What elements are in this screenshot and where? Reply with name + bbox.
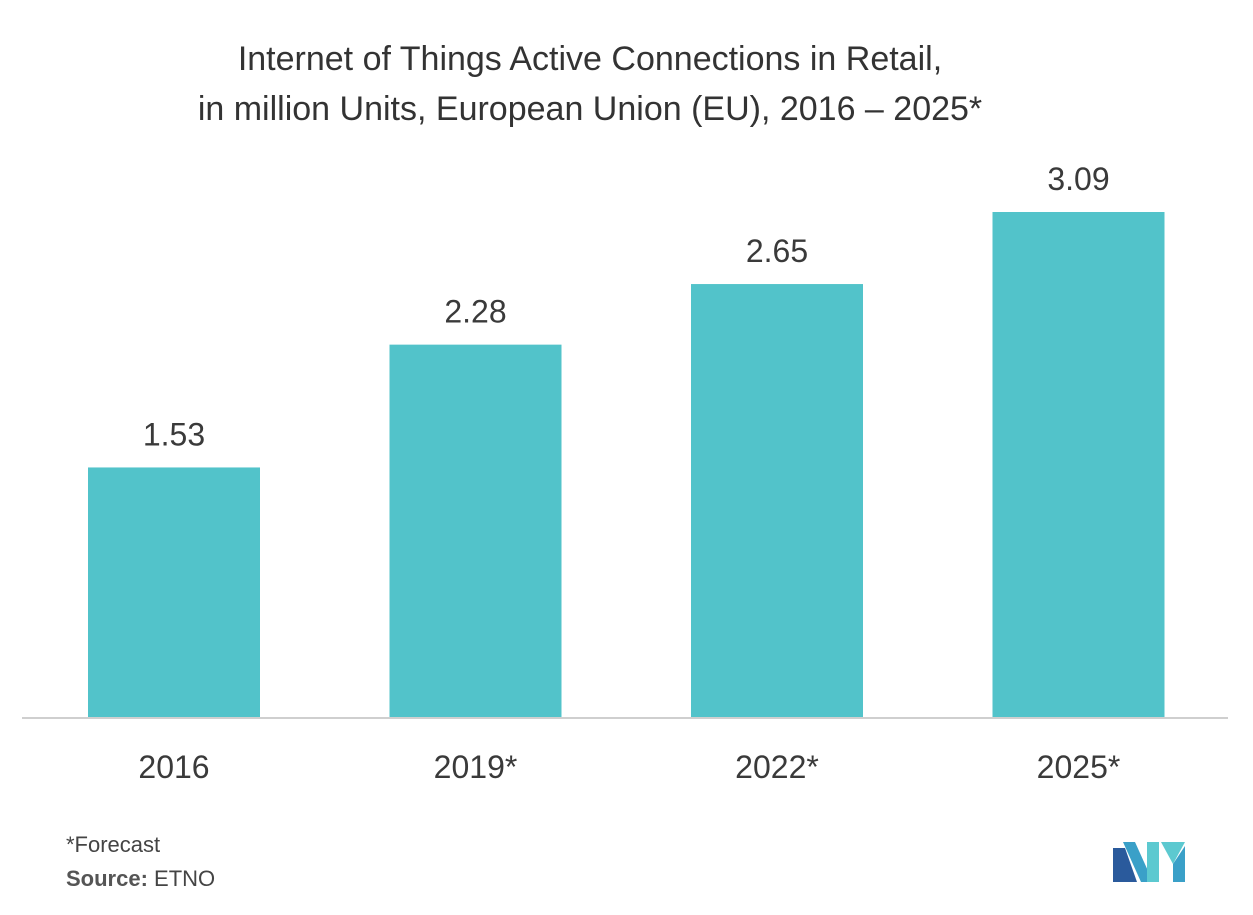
data-label-2: 2.65 [746,233,808,269]
x-tick-label-0: 2016 [138,749,209,785]
bar-chart: 1.53 2016 2.28 2019* 2.65 2022* 3.09 2025* [22,161,1228,785]
bar-0 [88,467,260,718]
data-label-1: 2.28 [444,294,506,330]
data-label-0: 1.53 [143,416,205,452]
chart-title-line-2: in million Units, European Union (EU), 2… [197,90,983,128]
bar-3 [992,212,1165,718]
x-tick-label-1: 2019* [434,749,518,785]
bar-2 [691,284,863,718]
source-value: ETNO [154,866,216,891]
mordor-intelligence-logo-icon [1113,842,1185,882]
footnote: *Forecast Source: ETNO [66,828,215,896]
chart-title-line-1: Internet of Things Active Connections in… [237,40,943,78]
data-label-3: 3.09 [1047,161,1109,197]
x-tick-label-3: 2025* [1037,749,1121,785]
chart-title: Internet of Things Active Connections in… [0,34,1180,134]
source-label: Source: [66,866,148,891]
x-tick-label-2: 2022* [735,749,819,785]
bar-1 [389,344,562,718]
forecast-note: *Forecast [66,832,161,857]
source-line: Source: ETNO [66,862,215,896]
